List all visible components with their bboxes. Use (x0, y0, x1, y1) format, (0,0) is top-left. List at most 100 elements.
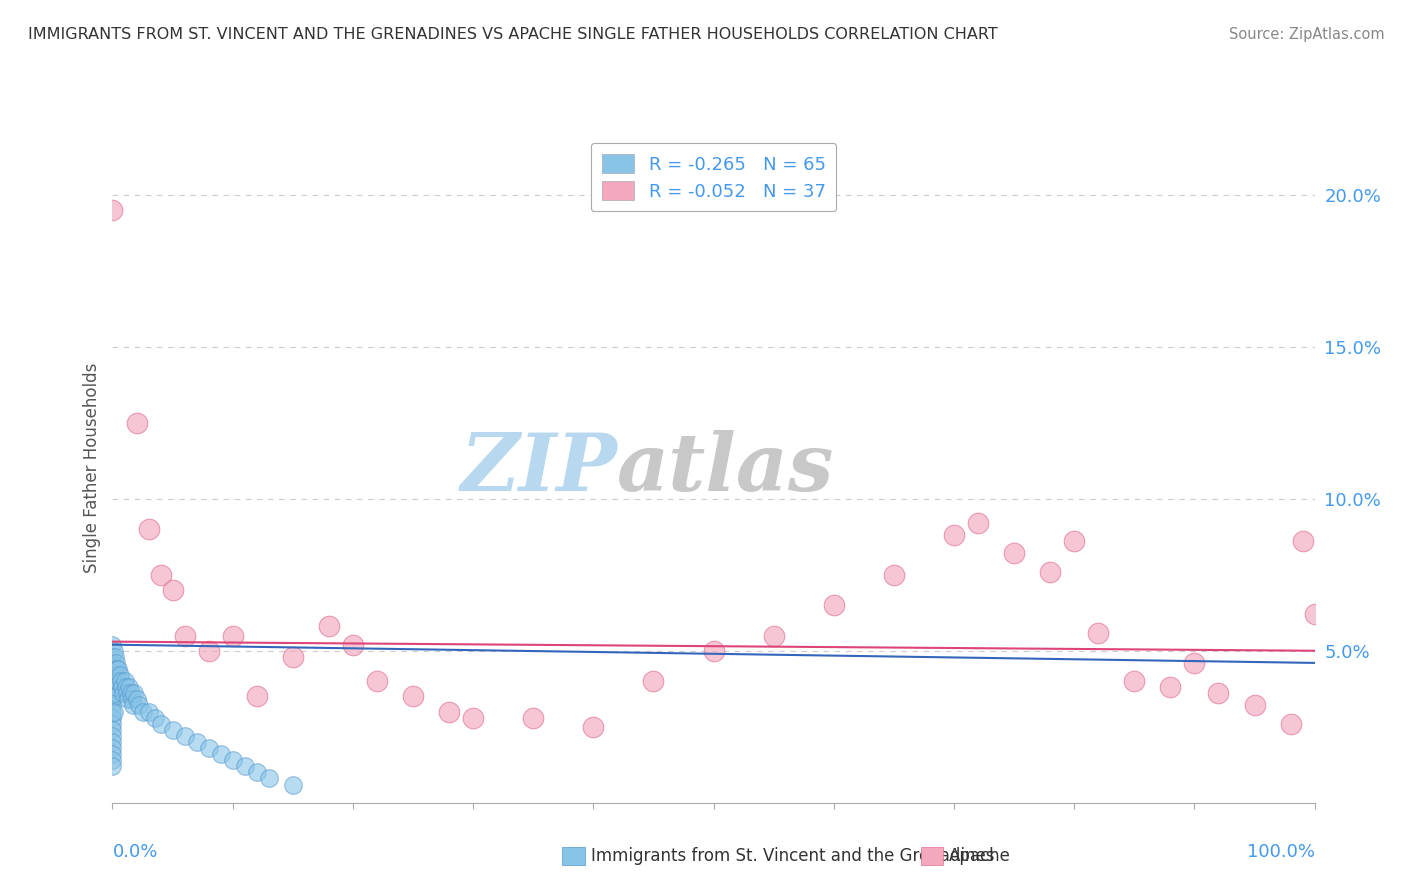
Point (107, 662, 129, 676)
Point (1087, 625, 1109, 640)
Point (112, 686, 135, 700)
Point (103, 674, 125, 689)
Point (120, 686, 142, 700)
Point (101, 759, 124, 773)
Point (125, 692, 148, 706)
Point (138, 705, 160, 719)
Point (121, 692, 143, 706)
Point (342, 638, 364, 652)
Text: Immigrants from St. Vincent and the Grenadines: Immigrants from St. Vincent and the Gren… (591, 847, 994, 865)
Point (162, 723, 184, 737)
Point (104, 649, 127, 664)
Text: Apache: Apache (949, 847, 1011, 865)
Point (233, 759, 256, 773)
Point (1208, 686, 1230, 700)
Point (101, 705, 124, 719)
Point (149, 567, 172, 582)
Point (1303, 607, 1326, 622)
Point (582, 720, 605, 734)
Point (222, 628, 245, 642)
Point (437, 705, 460, 719)
Point (101, 753, 124, 767)
Point (702, 644, 725, 658)
Point (366, 674, 388, 689)
Point (104, 674, 127, 689)
Legend: R = -0.265   N = 65, R = -0.052   N = 37: R = -0.265 N = 65, R = -0.052 N = 37 (591, 143, 837, 211)
Text: 0.0%: 0.0% (112, 843, 157, 861)
Point (101, 729, 124, 743)
Point (1243, 698, 1265, 713)
Point (122, 698, 145, 713)
Point (105, 656, 128, 670)
Point (103, 659, 125, 673)
Point (101, 698, 124, 713)
Point (1039, 565, 1062, 579)
Point (101, 735, 124, 749)
Point (186, 735, 208, 749)
Point (122, 686, 145, 700)
Point (402, 690, 425, 704)
Point (114, 680, 136, 694)
Point (104, 686, 127, 700)
Point (101, 716, 124, 731)
Point (281, 649, 304, 664)
Point (101, 692, 124, 706)
Point (1123, 674, 1146, 689)
Point (104, 662, 127, 676)
Point (128, 698, 150, 713)
Point (318, 619, 340, 633)
Point (1184, 656, 1206, 670)
Point (101, 649, 124, 664)
Point (118, 680, 141, 694)
Point (105, 674, 128, 689)
Point (1291, 534, 1313, 549)
Point (103, 644, 125, 658)
Point (101, 711, 124, 725)
Point (281, 778, 304, 792)
Point (101, 662, 124, 676)
Point (461, 711, 484, 725)
Text: atlas: atlas (617, 430, 835, 507)
Point (942, 528, 965, 542)
Point (1279, 716, 1302, 731)
Point (883, 567, 905, 582)
Point (762, 628, 785, 642)
Point (257, 772, 280, 786)
Point (103, 690, 125, 704)
Point (101, 656, 124, 670)
Point (246, 690, 269, 704)
Point (643, 674, 665, 689)
Point (1002, 546, 1025, 560)
Point (105, 680, 128, 694)
Point (246, 765, 269, 780)
Point (110, 674, 132, 689)
Point (222, 753, 245, 767)
Point (101, 668, 124, 682)
Point (138, 522, 160, 536)
Point (1159, 680, 1181, 694)
Y-axis label: Single Father Households: Single Father Households (83, 363, 101, 574)
Point (101, 741, 124, 756)
Point (823, 598, 845, 612)
Point (143, 711, 166, 725)
Point (114, 674, 136, 689)
Point (197, 644, 219, 658)
Point (162, 582, 184, 597)
Point (105, 662, 128, 676)
Point (101, 202, 124, 217)
Point (522, 711, 544, 725)
Point (107, 674, 129, 689)
Point (125, 416, 148, 430)
Text: ZIP: ZIP (461, 430, 617, 507)
Point (209, 747, 232, 761)
Point (101, 680, 124, 694)
Point (108, 668, 131, 682)
Point (101, 723, 124, 737)
Point (1063, 534, 1085, 549)
Point (173, 729, 195, 743)
Text: Source: ZipAtlas.com: Source: ZipAtlas.com (1229, 27, 1385, 42)
Point (105, 668, 128, 682)
Point (103, 705, 125, 719)
Point (101, 747, 124, 761)
Point (111, 680, 134, 694)
